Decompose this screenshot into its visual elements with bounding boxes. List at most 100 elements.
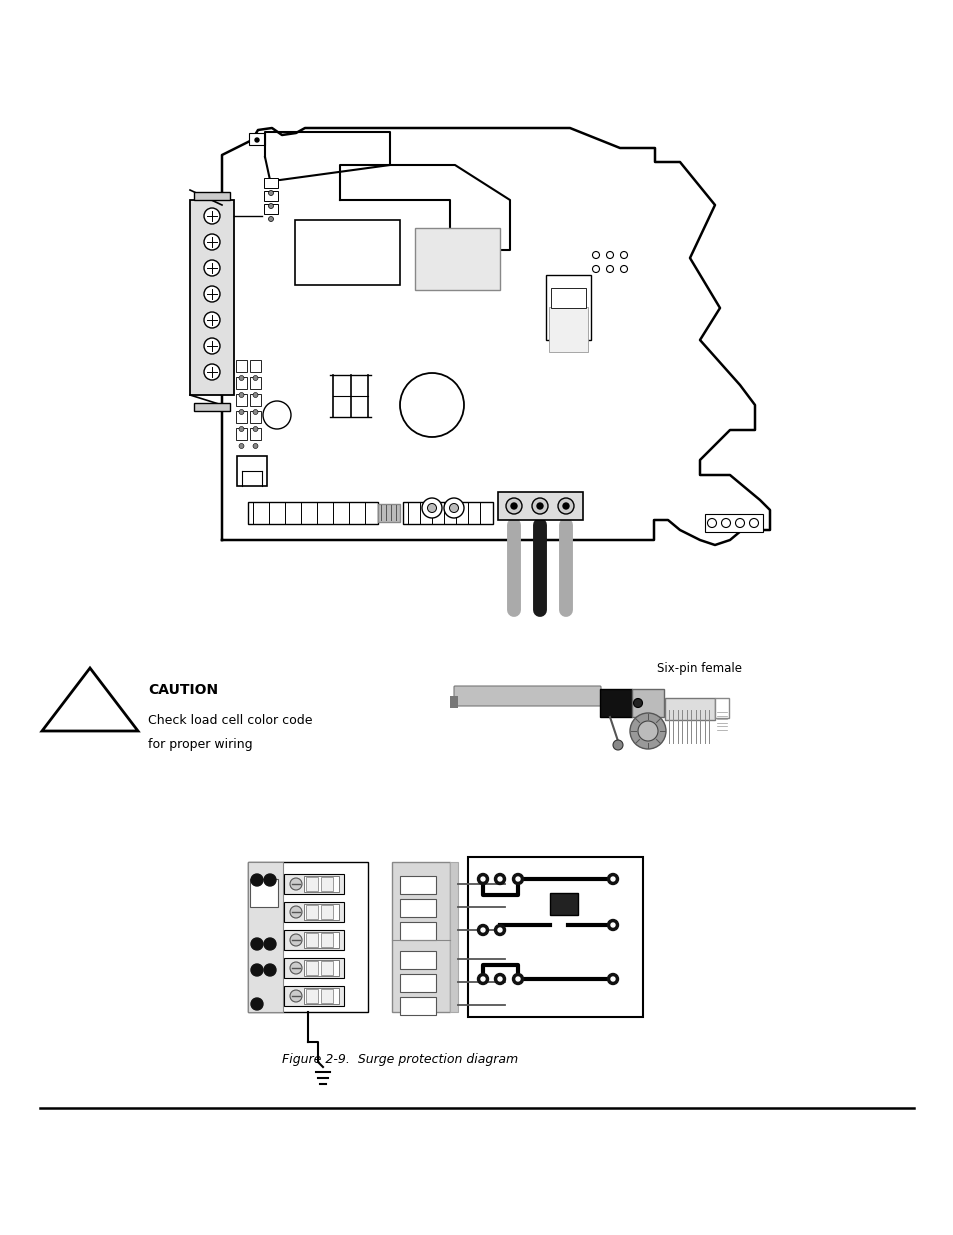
Circle shape — [592, 252, 598, 258]
Circle shape — [562, 503, 568, 509]
Circle shape — [477, 925, 488, 935]
Circle shape — [239, 375, 244, 380]
Circle shape — [558, 498, 574, 514]
Circle shape — [606, 266, 613, 273]
Bar — [235, 394, 247, 406]
Bar — [377, 504, 399, 522]
Circle shape — [204, 207, 220, 224]
Bar — [545, 275, 590, 340]
Bar — [320, 989, 333, 1003]
Bar — [304, 932, 338, 948]
Circle shape — [494, 973, 505, 984]
Bar — [392, 862, 450, 1011]
Circle shape — [610, 977, 615, 981]
Bar — [250, 359, 261, 372]
Bar — [714, 698, 728, 718]
Bar — [304, 960, 338, 976]
Bar — [294, 220, 399, 285]
Bar — [193, 403, 230, 411]
Bar — [250, 411, 261, 424]
Circle shape — [607, 973, 618, 984]
Circle shape — [290, 990, 302, 1002]
Bar — [450, 862, 457, 1011]
Bar — [320, 877, 333, 890]
Bar — [249, 133, 265, 144]
Circle shape — [204, 364, 220, 380]
Bar — [468, 857, 642, 1016]
Circle shape — [251, 874, 263, 885]
Circle shape — [268, 190, 274, 195]
Circle shape — [494, 925, 505, 935]
Circle shape — [268, 216, 274, 221]
Circle shape — [427, 504, 436, 513]
Bar — [548, 308, 587, 352]
Bar — [250, 377, 261, 389]
Polygon shape — [42, 668, 138, 731]
Circle shape — [253, 426, 257, 431]
Circle shape — [239, 410, 244, 415]
Bar — [193, 191, 230, 200]
Bar — [306, 905, 317, 919]
Circle shape — [251, 965, 263, 976]
Bar — [306, 932, 317, 947]
Circle shape — [290, 934, 302, 946]
Circle shape — [290, 906, 302, 918]
Circle shape — [239, 393, 244, 398]
Bar — [550, 893, 578, 915]
Bar — [264, 191, 277, 201]
Circle shape — [204, 261, 220, 275]
Circle shape — [619, 266, 627, 273]
Bar — [399, 951, 436, 969]
Bar — [402, 501, 493, 524]
Circle shape — [251, 998, 263, 1010]
Circle shape — [254, 138, 258, 142]
Circle shape — [239, 443, 244, 448]
Bar — [320, 932, 333, 947]
Bar — [399, 899, 436, 918]
Circle shape — [264, 939, 275, 950]
Bar — [664, 698, 714, 720]
Bar — [399, 876, 436, 894]
Circle shape — [749, 519, 758, 527]
Text: Check load cell color code: Check load cell color code — [148, 714, 313, 726]
Circle shape — [253, 410, 257, 415]
Bar — [284, 902, 344, 923]
Bar — [284, 930, 344, 950]
Bar — [190, 200, 233, 395]
Circle shape — [633, 699, 641, 708]
Circle shape — [480, 977, 484, 981]
Circle shape — [204, 312, 220, 329]
Circle shape — [268, 204, 274, 209]
Circle shape — [511, 503, 517, 509]
Bar — [704, 514, 762, 532]
Circle shape — [707, 519, 716, 527]
Circle shape — [204, 287, 220, 303]
Circle shape — [449, 504, 458, 513]
Bar — [304, 904, 338, 920]
Bar — [250, 429, 261, 440]
Circle shape — [512, 973, 523, 984]
Bar — [320, 905, 333, 919]
Text: for proper wiring: for proper wiring — [148, 737, 253, 751]
Bar — [399, 974, 436, 992]
Bar — [306, 877, 317, 890]
Circle shape — [204, 338, 220, 354]
Circle shape — [592, 266, 598, 273]
Circle shape — [607, 873, 618, 884]
Circle shape — [204, 233, 220, 249]
Circle shape — [421, 498, 441, 517]
Circle shape — [480, 877, 484, 881]
Circle shape — [606, 252, 613, 258]
Bar — [304, 876, 338, 892]
Circle shape — [610, 877, 615, 881]
Circle shape — [537, 503, 542, 509]
Bar — [304, 988, 338, 1004]
Circle shape — [239, 426, 244, 431]
Bar — [599, 689, 631, 718]
Circle shape — [443, 498, 463, 517]
Circle shape — [735, 519, 743, 527]
Circle shape — [290, 878, 302, 890]
Circle shape — [264, 874, 275, 885]
Bar — [236, 456, 267, 487]
Circle shape — [263, 401, 291, 429]
